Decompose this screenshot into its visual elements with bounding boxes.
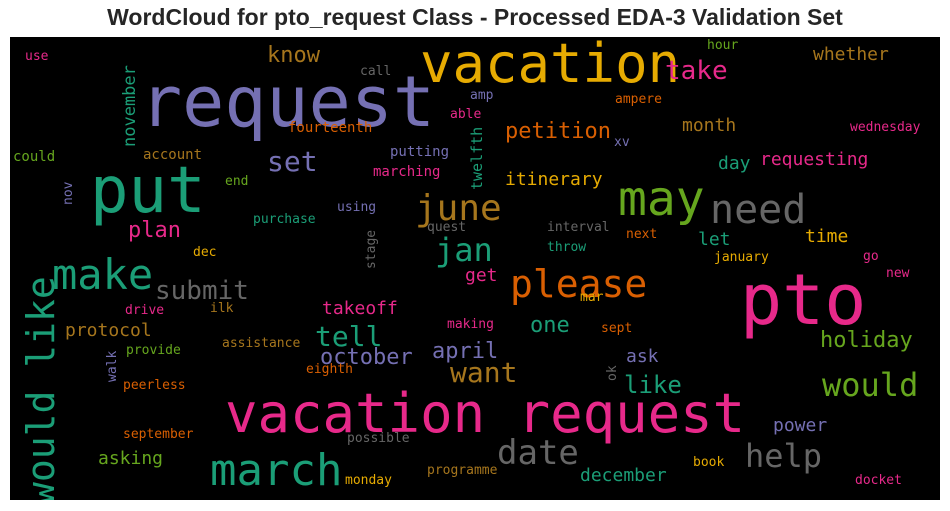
cloud-word-january: january [714,250,769,265]
cloud-word-one: one [530,313,570,338]
cloud-word-marching: marching [373,164,441,180]
cloud-word-set: set [267,145,318,178]
cloud-word-request: request [140,61,436,143]
cloud-word-like: like [624,371,682,399]
cloud-word-make: make [52,250,154,299]
cloud-word-itinerary: itinerary [505,169,603,190]
cloud-word-docket: docket [855,473,902,488]
cloud-word-amp: amp [470,88,494,103]
cloud-word-throw: throw [547,240,587,255]
cloud-word-ilk: ilk [210,301,234,316]
cloud-word-ok: ok [605,365,620,381]
cloud-word-takeoff: takeoff [322,298,398,319]
cloud-word-petition: petition [505,119,611,144]
cloud-word-plan: plan [128,218,181,243]
cloud-word-possible: possible [347,431,410,446]
cloud-word-book: book [693,455,725,470]
cloud-word-drive: drive [125,303,165,318]
cloud-word-september: september [123,427,194,442]
cloud-word-new: new [886,266,910,281]
cloud-word-requesting: requesting [760,149,869,170]
cloud-word-use: use [25,49,49,64]
word-cloud: request vacation put vacation request pto mar… [10,37,940,500]
cloud-word-asking: asking [98,448,164,469]
cloud-word-provide: provide [126,343,181,358]
cloud-word-whether: whether [813,44,889,65]
cloud-word-walk: walk [105,350,120,382]
cloud-word-june: june [415,188,502,229]
cloud-word-wednesday: wednesday [850,120,921,135]
cloud-word-twelfth: twelfth [468,126,486,190]
cloud-word-help: help [745,437,823,475]
cloud-word-making: making [447,317,494,332]
cloud-word-day: day [718,153,751,174]
cloud-word-programme: programme [427,463,498,478]
cloud-word-stage: stage [364,229,379,269]
cloud-word-quest: quest [427,220,467,235]
cloud-word-hour: hour [707,38,739,53]
cloud-word-vacation: vacation [420,37,681,95]
cloud-word-ask: ask [626,346,659,367]
cloud-word-get: get [465,265,498,286]
cloud-word-eighth: eighth [306,362,353,377]
cloud-word-peerless: peerless [123,378,186,393]
cloud-word-dec: dec [193,245,217,260]
cloud-word-monday: monday [345,473,392,488]
cloud-word-purchase: purchase [253,212,316,227]
cloud-word-take: take [665,56,728,86]
cloud-word-jan: jan [435,231,493,269]
cloud-word-know: know [267,43,320,68]
cloud-word-ampere: ampere [615,92,662,107]
cloud-word-end: end [225,174,249,189]
cloud-word-holiday: holiday [820,328,913,353]
cloud-word-submit: submit [155,276,249,306]
cloud-word-may: may [618,171,705,227]
cloud-word-could: could [13,149,56,165]
cloud-word-november: november [120,65,140,147]
chart-title: WordCloud for pto_request Class - Proces… [107,4,843,30]
cloud-word-december: december [580,465,667,486]
cloud-word-power: power [773,415,828,436]
cloud-word-month: month [682,115,737,136]
cloud-word-sept: sept [601,321,633,336]
cloud-word-xv: xv [614,135,630,150]
cloud-word-tell: tell [315,320,383,353]
cloud-word-april: april [432,339,499,364]
cloud-word-pto: pto [740,259,867,341]
cloud-word-protocol: protocol [65,320,152,341]
cloud-word-march: march [210,445,343,496]
cloud-word-nov: nov [61,181,76,205]
cloud-word-call: call [360,64,392,79]
cloud-word-please: please [510,262,648,306]
cloud-word-able: able [450,107,482,122]
cloud-word-mar: mar [580,290,604,305]
cloud-word-putting: putting [390,144,450,160]
cloud-word-vacation-request: vacation request [225,382,746,445]
cloud-word-using: using [337,200,377,215]
cloud-word-fourteenth: fourteenth [288,120,373,136]
cloud-word-need: need [710,187,807,233]
cloud-word-next: next [626,227,658,242]
cloud-word-account: account [143,147,203,163]
cloud-word-want: want [450,356,518,389]
cloud-word-go: go [863,249,879,264]
cloud-word-let: let [698,229,731,250]
cloud-word-date: date [497,433,579,473]
cloud-word-assistance: assistance [222,336,301,351]
cloud-word-would: would [822,366,919,404]
cloud-word-time: time [805,226,849,247]
cloud-word-put: put [90,154,206,228]
cloud-word-would-like: would like [19,276,63,500]
cloud-word-interval: interval [547,220,610,235]
cloud-word-october: october [320,345,413,370]
